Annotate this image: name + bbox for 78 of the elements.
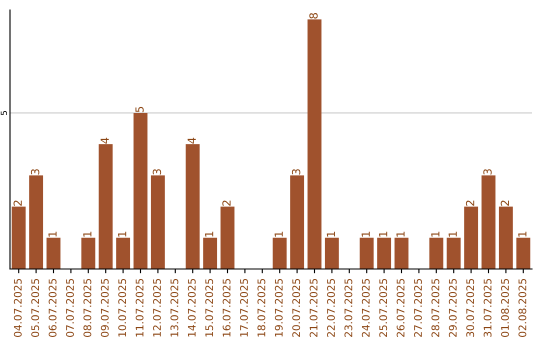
x-tick-label: 30.07.2025 xyxy=(466,278,474,337)
data-label: 4 xyxy=(100,138,109,144)
bar xyxy=(446,238,461,269)
bar xyxy=(360,238,374,269)
data-label: 1 xyxy=(205,232,214,237)
data-label: 4 xyxy=(188,138,196,144)
x-tick-label: 20.07.2025 xyxy=(292,278,300,337)
x-tick-label: 02.08.2025 xyxy=(518,278,526,337)
bar xyxy=(220,206,234,269)
bar xyxy=(186,144,200,269)
bar xyxy=(272,238,287,269)
x-tick-label: 25.07.2025 xyxy=(379,278,388,337)
x-tick-label: 31.07.2025 xyxy=(484,278,492,337)
data-label: 2 xyxy=(14,200,22,206)
bar xyxy=(498,206,513,269)
bar xyxy=(429,238,444,269)
bar xyxy=(150,175,165,269)
x-tick-label: 11.07.2025 xyxy=(136,278,144,337)
bar xyxy=(116,238,130,269)
x-tick-label: 28.07.2025 xyxy=(431,278,440,337)
data-label: 1 xyxy=(431,232,440,237)
data-label: 1 xyxy=(118,232,126,237)
x-tick-label: 18.07.2025 xyxy=(257,278,266,337)
bar xyxy=(324,238,339,269)
x-tick-label: 05.07.2025 xyxy=(31,278,40,337)
bar xyxy=(81,238,96,269)
data-label: 2 xyxy=(222,200,231,206)
x-tick-label: 27.07.2025 xyxy=(414,278,422,337)
bar xyxy=(464,206,478,269)
data-label: 2 xyxy=(500,200,509,206)
data-label: 1 xyxy=(518,232,526,237)
bar xyxy=(46,238,60,269)
data-label: 1 xyxy=(379,232,388,237)
bar xyxy=(516,238,530,269)
x-tick-label: 01.08.2025 xyxy=(501,278,509,337)
bar xyxy=(394,238,408,269)
data-label: 1 xyxy=(48,232,57,237)
x-tick-label: 15.07.2025 xyxy=(205,278,214,337)
x-tick-label: 08.07.2025 xyxy=(83,278,92,337)
x-tick-label: 21.07.2025 xyxy=(310,278,318,337)
data-label: 1 xyxy=(83,232,92,237)
x-tick-label: 09.07.2025 xyxy=(100,278,109,337)
data-label: 8 xyxy=(309,13,318,19)
x-tick-label: 26.07.2025 xyxy=(396,278,405,337)
data-label: 2 xyxy=(466,200,474,206)
bar xyxy=(203,238,218,269)
bar xyxy=(98,144,113,269)
x-tick-label: 10.07.2025 xyxy=(118,278,126,337)
x-tick-label: 12.07.2025 xyxy=(153,278,161,337)
data-label: 1 xyxy=(362,232,370,237)
bar xyxy=(377,238,392,269)
data-label: 3 xyxy=(292,169,300,175)
x-tick-label: 14.07.2025 xyxy=(188,278,196,337)
x-tick-label: 17.07.2025 xyxy=(240,278,248,337)
x-tick-label: 16.07.2025 xyxy=(222,278,231,337)
x-tick-label: 19.07.2025 xyxy=(274,278,283,337)
data-label: 3 xyxy=(152,169,162,175)
x-tick-label: 06.07.2025 xyxy=(48,278,57,337)
x-tick-label: 04.07.2025 xyxy=(14,278,22,337)
bar xyxy=(482,175,496,269)
data-label: 1 xyxy=(396,232,405,237)
x-tick-label: 24.07.2025 xyxy=(362,278,370,337)
bar xyxy=(12,206,26,269)
bar xyxy=(134,112,148,269)
x-tick-label: 07.07.2025 xyxy=(66,278,74,337)
x-tick-label: 23.07.2025 xyxy=(344,278,352,337)
x-tick-label: 13.07.2025 xyxy=(170,278,178,337)
bar xyxy=(29,175,44,269)
x-tick-label: 22.07.2025 xyxy=(327,278,335,337)
data-label: 3 xyxy=(483,169,492,175)
data-label: 1 xyxy=(274,232,283,237)
bar xyxy=(290,175,304,269)
data-label: 3 xyxy=(30,169,40,175)
data-label: 5 xyxy=(135,106,144,112)
bar xyxy=(308,19,322,269)
x-tick-label: 29.07.2025 xyxy=(448,278,457,337)
data-label: 1 xyxy=(448,232,457,237)
data-label: 1 xyxy=(326,232,335,237)
